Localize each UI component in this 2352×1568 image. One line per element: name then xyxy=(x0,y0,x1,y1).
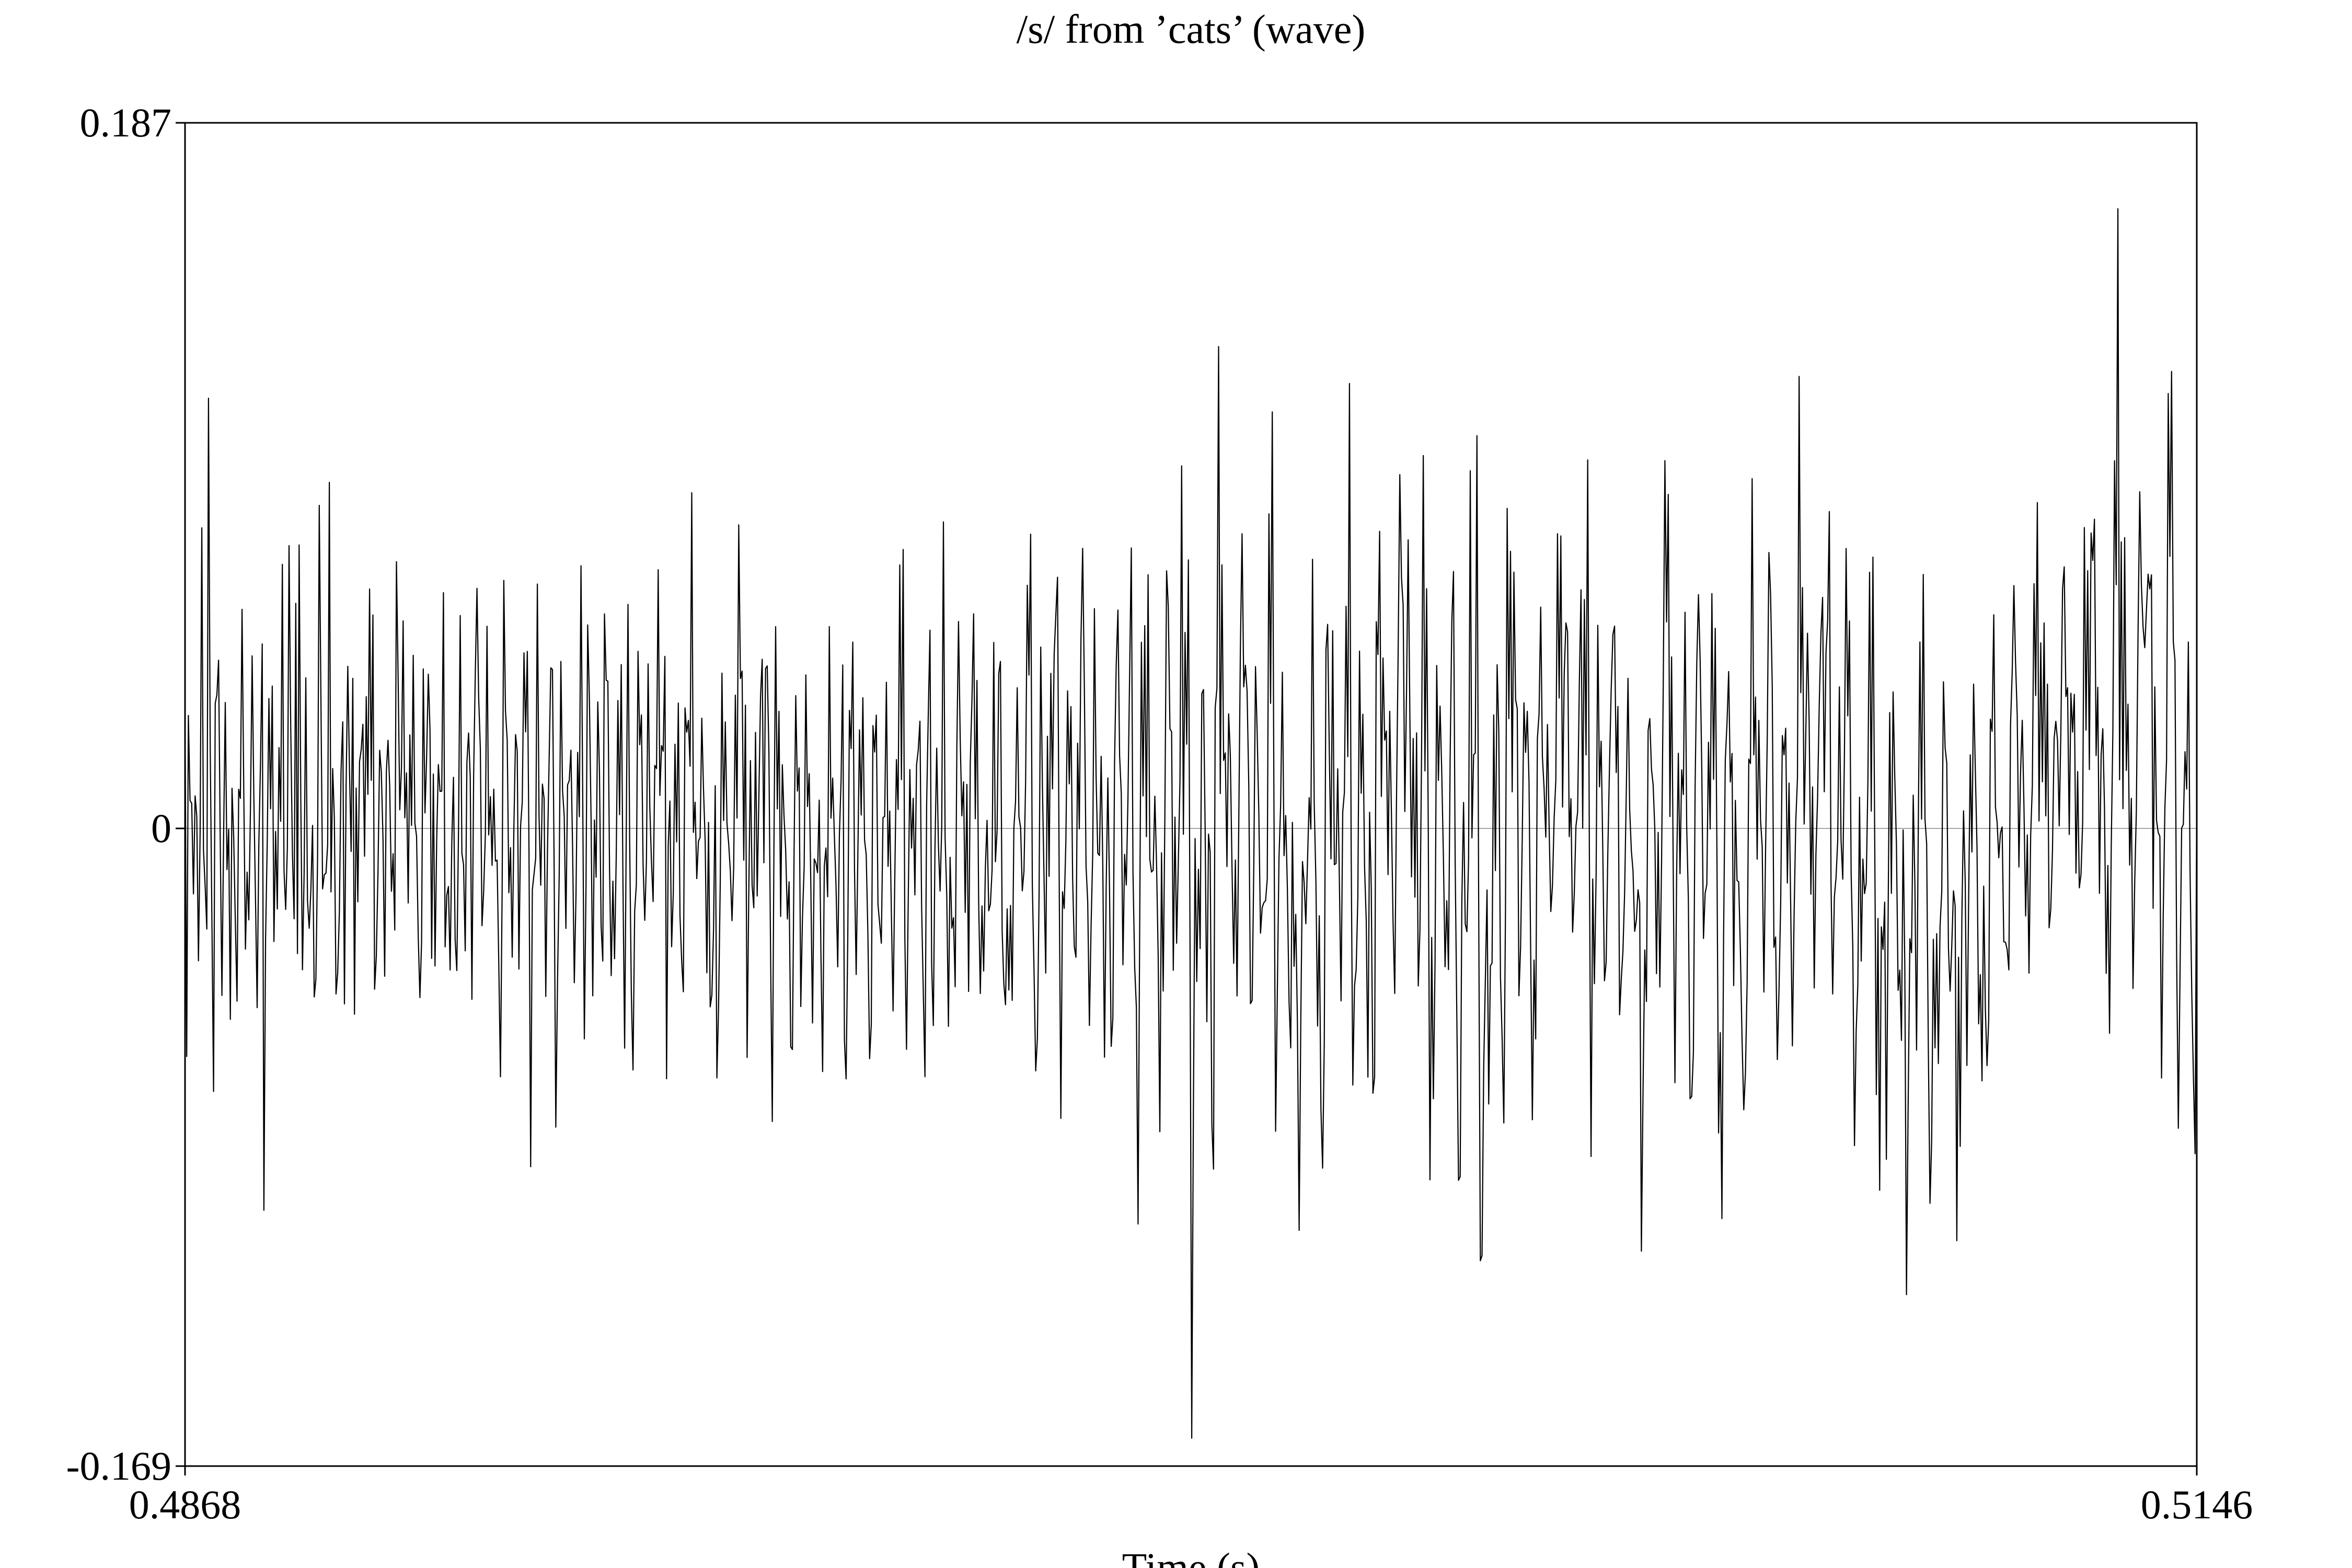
x-axis: 0.4868 0.5146 xyxy=(129,1466,2253,1527)
x-tick-label: 0.5146 xyxy=(2141,1482,2253,1527)
y-axis: 0.187 0 -0.169 xyxy=(66,100,185,1489)
series-line-wave xyxy=(184,208,2198,1439)
y-tick-label: -0.169 xyxy=(66,1443,171,1489)
plot-frame xyxy=(184,122,2198,1467)
x-axis-label: Time (s) xyxy=(1122,1544,1260,1568)
chart-title: /s/ from ’cats’ (wave) xyxy=(1017,6,1366,52)
y-tick-label: 0.187 xyxy=(80,100,172,145)
x-tick-label: 0.4868 xyxy=(129,1482,241,1527)
y-tick-label: 0 xyxy=(151,805,171,851)
